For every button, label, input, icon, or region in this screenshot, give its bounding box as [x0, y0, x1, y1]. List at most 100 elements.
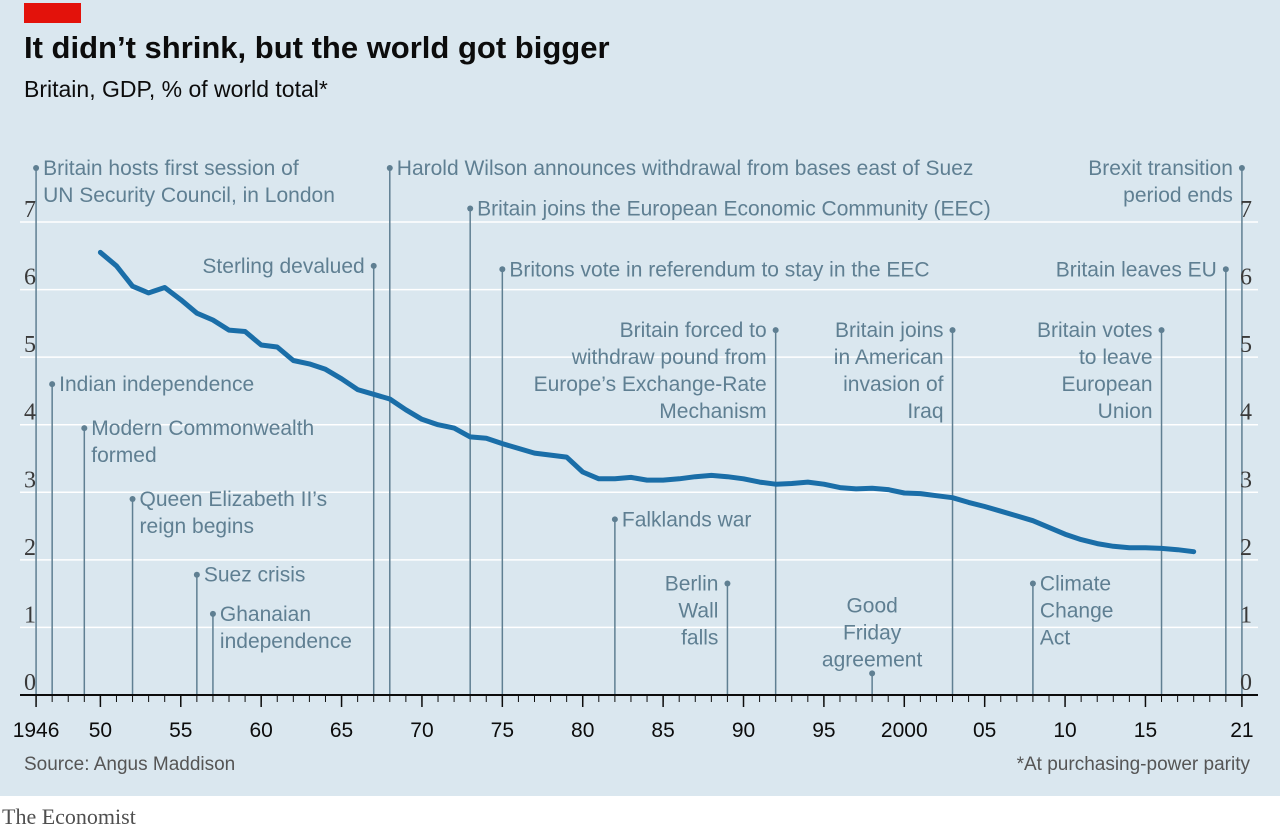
- annotation-dot: [193, 571, 200, 578]
- footnote: *At purchasing-power parity: [1016, 754, 1250, 775]
- y-tick-label-right: 5: [1240, 332, 1252, 358]
- annotation-dot: [1029, 580, 1036, 587]
- annotation-label: withdraw pound from: [571, 346, 767, 369]
- x-tick-label: 85: [651, 719, 674, 742]
- annotation-label: UN Security Council, in London: [43, 184, 335, 207]
- annotation-dot: [1158, 327, 1165, 334]
- annotation-label: reign begins: [140, 515, 254, 538]
- y-tick-label-left: 4: [24, 400, 36, 426]
- annotation-dot: [724, 580, 731, 587]
- annotation-label: Wall: [678, 600, 718, 623]
- annotation-label: period ends: [1123, 184, 1233, 207]
- annotation-label: Britain votes: [1037, 319, 1153, 342]
- annotation-dot: [49, 381, 56, 388]
- annotation-dot: [869, 670, 876, 677]
- economist-logo-text: The Economist: [2, 804, 136, 829]
- x-tick-label: 75: [491, 719, 514, 742]
- annotation-dot: [129, 496, 136, 503]
- y-tick-label-right: 6: [1240, 265, 1252, 291]
- annotation-dot: [949, 327, 956, 334]
- annotation-label: Europe’s Exchange-Rate: [534, 373, 767, 396]
- x-tick-label: 05: [973, 719, 996, 742]
- chart-title: It didn’t shrink, but the world got bigg…: [24, 30, 610, 65]
- annotation-dot: [1222, 266, 1229, 273]
- annotation-dot: [33, 164, 40, 171]
- x-tick-label: 21: [1230, 719, 1253, 742]
- annotation-dot: [81, 425, 88, 432]
- annotation-label: Britain hosts first session of: [43, 157, 299, 180]
- x-tick-label: 1946: [13, 719, 60, 742]
- gdp-share-line: [97, 249, 1197, 555]
- annotation-dot: [386, 164, 393, 171]
- y-tick-label-left: 5: [24, 332, 36, 358]
- annotation-label: Falklands war: [622, 508, 752, 531]
- y-tick-label-left: 1: [24, 602, 36, 628]
- annotation-label: Harold Wilson announces withdrawal from …: [397, 157, 974, 180]
- annotation-label: Sterling devalued: [202, 255, 364, 278]
- annotation-label: Berlin: [665, 573, 719, 596]
- y-tick-label-left: 7: [24, 197, 36, 223]
- annotation-label: Brexit transition: [1088, 157, 1233, 180]
- annotation-labels: Britain hosts first session of UN Securit…: [43, 157, 1233, 671]
- chart-subtitle: Britain, GDP, % of world total*: [24, 76, 328, 102]
- annotation-dot: [209, 610, 216, 617]
- line-chart: Britain hosts first session of UN Securit…: [13, 157, 1258, 742]
- annotation-dot: [499, 266, 506, 273]
- annotation-label: Britain forced to: [620, 319, 767, 342]
- annotation-label: to leave: [1079, 346, 1153, 369]
- annotation-label: independence: [220, 630, 352, 653]
- x-tick-label: 10: [1053, 719, 1076, 742]
- y-tick-label-right: 3: [1240, 467, 1252, 493]
- y-tick-label-left: 2: [24, 535, 36, 561]
- y-tick-label-right: 4: [1240, 400, 1252, 426]
- annotation-label: Mechanism: [659, 400, 766, 423]
- y-tick-label-right: 2: [1240, 535, 1252, 561]
- annotation-label: Climate: [1040, 573, 1111, 596]
- y-tick-label-right: 7: [1240, 197, 1252, 223]
- annotation-label: in American: [834, 346, 944, 369]
- y-tick-label-left: 3: [24, 467, 36, 493]
- annotation-label: Britain joins the European Economic Comm…: [477, 197, 991, 220]
- annotation-leaders: [33, 164, 1245, 695]
- y-tick-label-left: 6: [24, 265, 36, 291]
- annotation-label: Britain leaves EU: [1056, 258, 1217, 281]
- y-tick-label-left: 0: [24, 670, 36, 696]
- annotation-dot: [772, 327, 779, 334]
- annotation-label: Britons vote in referendum to stay in th…: [509, 258, 929, 281]
- gridlines: [20, 221, 1258, 629]
- x-tick-label: 65: [330, 719, 353, 742]
- brand-red-bar: [24, 3, 81, 23]
- x-tick-label: 60: [249, 719, 272, 742]
- annotation-label: Union: [1098, 400, 1153, 423]
- annotation-label: Suez crisis: [204, 564, 306, 587]
- source-note: Source: Angus Maddison: [24, 754, 236, 775]
- annotation-label: falls: [681, 627, 718, 650]
- annotation-dot: [611, 516, 618, 523]
- x-tick-label: 2000: [881, 719, 928, 742]
- x-tick-label: 95: [812, 719, 835, 742]
- annotation-label: Britain joins: [835, 319, 944, 342]
- annotation-label: Good: [846, 594, 897, 617]
- annotation-dot: [467, 205, 474, 212]
- x-tick-label: 15: [1134, 719, 1157, 742]
- annotation-label: agreement: [822, 648, 923, 671]
- annotation-dot: [370, 262, 377, 269]
- annotation-dot: [1238, 164, 1245, 171]
- y-tick-label-right: 0: [1240, 670, 1252, 696]
- x-tick-label: 90: [732, 719, 755, 742]
- annotation-label: invasion of: [843, 373, 944, 396]
- annotation-label: Indian independence: [59, 373, 254, 396]
- annotation-label: Act: [1040, 627, 1071, 650]
- x-tick-label: 70: [410, 719, 433, 742]
- x-tick-label: 55: [169, 719, 192, 742]
- annotation-label: Change: [1040, 600, 1114, 623]
- annotation-label: European: [1061, 373, 1152, 396]
- annotation-label: Ghanaian: [220, 603, 311, 626]
- x-tick-label: 80: [571, 719, 594, 742]
- annotation-label: Modern Commonwealth: [91, 417, 314, 440]
- annotation-label: Iraq: [907, 400, 943, 423]
- annotation-label: Friday: [843, 621, 902, 644]
- x-tick-label: 50: [89, 719, 112, 742]
- y-tick-label-right: 1: [1240, 602, 1252, 628]
